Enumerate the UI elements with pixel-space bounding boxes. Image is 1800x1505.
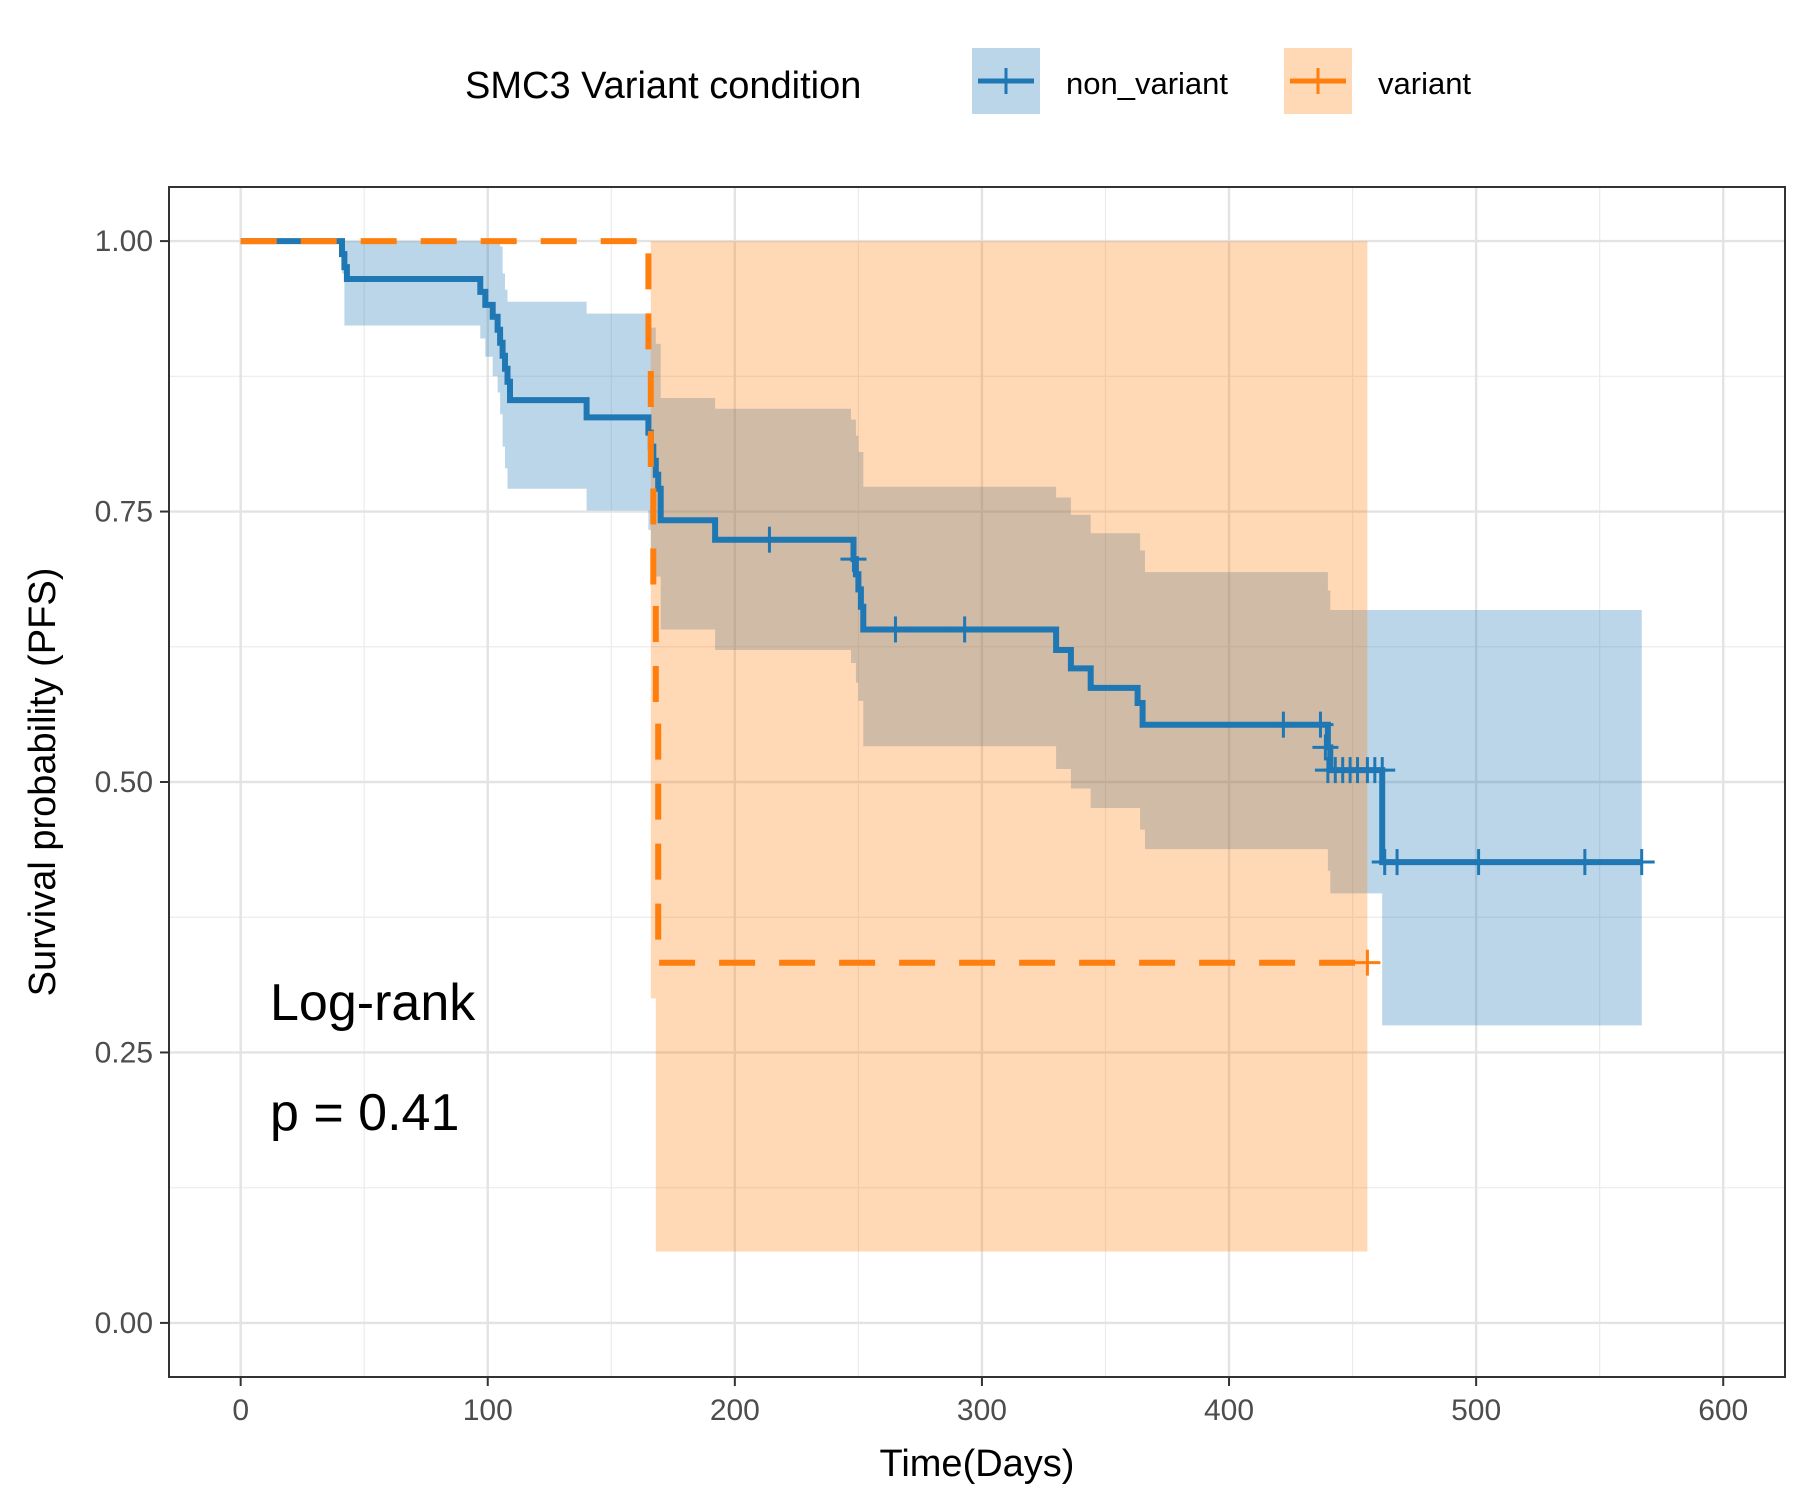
y-tick-label: 0.50 (95, 766, 153, 799)
y-tick-label: 0.00 (95, 1307, 153, 1340)
x-tick-label: 600 (1698, 1394, 1748, 1427)
confidence-bands (240, 241, 1642, 1252)
y-axis-title: Survival probability (PFS) (22, 568, 64, 997)
x-axis-title: Time(Days) (880, 1443, 1075, 1485)
y-axis: 0.00 0.25 0.50 0.75 1.00 (95, 225, 169, 1340)
legend-label-variant: variant (1378, 66, 1471, 101)
log-rank-label: Log-rank (270, 974, 476, 1032)
legend: SMC3 Variant condition non_variant varia… (465, 48, 1471, 114)
gridlines (169, 187, 1785, 1377)
x-axis: 0 100 200 300 400 500 600 (232, 1377, 1748, 1427)
x-tick-label: 400 (1204, 1394, 1254, 1427)
x-tick-label: 300 (957, 1394, 1007, 1427)
y-tick-label: 1.00 (95, 225, 153, 258)
x-tick-label: 0 (232, 1394, 249, 1427)
p-value-label: p = 0.41 (270, 1084, 459, 1142)
survival-curves (240, 238, 1642, 966)
x-tick-label: 100 (463, 1394, 513, 1427)
ci-band-non_variant (240, 241, 1642, 1026)
x-tick-label: 200 (710, 1394, 760, 1427)
legend-title: SMC3 Variant condition (465, 65, 861, 107)
survival-curve-variant (240, 238, 1368, 966)
x-tick-label: 500 (1451, 1394, 1501, 1427)
y-tick-label: 0.25 (95, 1036, 153, 1069)
y-tick-label: 0.75 (95, 496, 153, 529)
survival-curve-non_variant (240, 238, 1642, 866)
ci-band-variant (240, 241, 1368, 1252)
censor-marks (756, 526, 1655, 976)
legend-label-non-variant: non_variant (1066, 66, 1228, 101)
